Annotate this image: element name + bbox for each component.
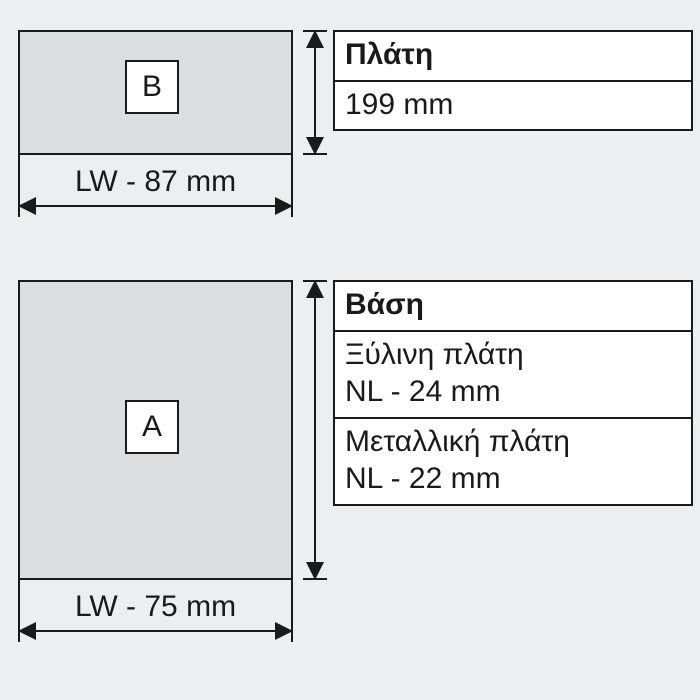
base-panel-metal-title: Μεταλλική πλάτη <box>345 423 681 461</box>
back-panel-value: 199 mm <box>335 82 691 130</box>
diagram-stage: B LW - 87 mm Πλάτη 199 mm A LW - <box>0 0 700 700</box>
shape-a-width-label: LW - 75 mm <box>75 590 236 624</box>
shape-a-horizontal-dimension: LW - 75 mm <box>18 580 293 660</box>
back-panel-header: Πλάτη <box>335 32 691 82</box>
base-panel-wood-title: Ξύλινη πλάτη <box>345 336 681 374</box>
shape-b-label-box: B <box>125 60 179 114</box>
back-panel-table: Πλάτη 199 mm <box>333 30 693 131</box>
shape-b-width-label: LW - 87 mm <box>75 165 236 199</box>
shape-a-vertical-dimension <box>303 280 327 580</box>
base-panel-table: Βάση Ξύλινη πλάτη NL - 24 mm Μεταλλική π… <box>333 280 693 506</box>
shape-b-horizontal-dimension: LW - 87 mm <box>18 155 293 235</box>
base-panel-row-metal: Μεταλλική πλάτη NL - 22 mm <box>335 419 691 504</box>
shape-a-label-box: A <box>125 400 179 454</box>
base-panel-metal-value: NL - 22 mm <box>345 460 681 498</box>
base-panel-row-wood: Ξύλινη πλάτη NL - 24 mm <box>335 332 691 419</box>
shape-b-letter: B <box>142 70 162 104</box>
shape-a-letter: A <box>142 410 162 444</box>
base-panel-header: Βάση <box>335 282 691 332</box>
shape-b-vertical-dimension <box>303 30 327 155</box>
base-panel-wood-value: NL - 24 mm <box>345 373 681 411</box>
